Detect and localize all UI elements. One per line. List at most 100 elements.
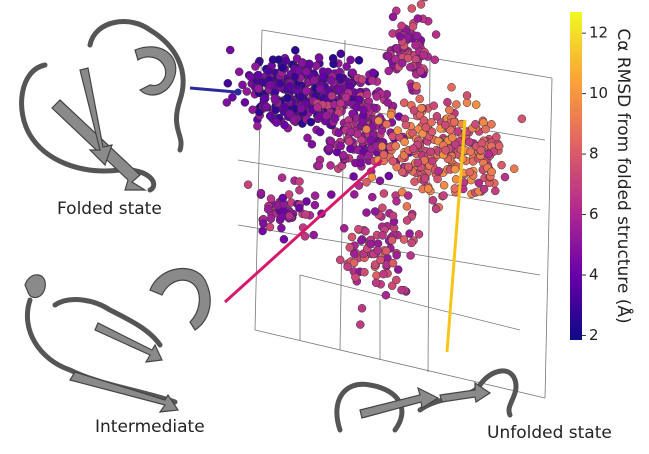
point [424, 185, 432, 193]
point [429, 196, 437, 204]
point [389, 212, 397, 220]
point [295, 204, 303, 212]
point [379, 270, 387, 278]
point [363, 90, 371, 98]
point [398, 59, 406, 67]
point [421, 175, 429, 183]
point [311, 201, 319, 209]
point [495, 142, 503, 150]
point [327, 77, 335, 85]
colorbar-tick-label: 8 [589, 145, 599, 163]
point [331, 114, 339, 122]
colorbar-tick-label: 6 [589, 205, 599, 223]
point [267, 195, 275, 203]
point [409, 145, 417, 153]
point [307, 118, 315, 126]
point [408, 239, 416, 247]
scatter-cloud [223, 0, 526, 329]
point [264, 205, 272, 213]
point [398, 286, 406, 294]
point [335, 86, 343, 94]
point [492, 133, 500, 141]
point [420, 116, 428, 124]
point [411, 41, 419, 49]
label-folded: Folded state [57, 199, 162, 219]
point [501, 173, 509, 181]
point [403, 217, 411, 225]
point [355, 96, 363, 104]
point [368, 193, 376, 201]
point [393, 197, 401, 205]
point [373, 272, 381, 280]
point [363, 178, 371, 186]
point [328, 92, 336, 100]
point [491, 187, 499, 195]
point [378, 142, 386, 150]
point [224, 79, 232, 87]
point [336, 256, 344, 264]
figure: Folded state Intermediate Unfolded state… [0, 0, 649, 454]
point [394, 127, 402, 135]
label-unfolded: Unfolded state [487, 423, 612, 443]
point [315, 162, 323, 170]
point [420, 51, 428, 59]
point [375, 117, 383, 125]
point [356, 321, 364, 329]
point [400, 99, 408, 107]
point [253, 122, 261, 130]
point [315, 54, 323, 62]
point [271, 95, 279, 103]
point [279, 194, 287, 202]
point [346, 145, 354, 153]
point [406, 63, 414, 71]
point [266, 81, 274, 89]
point [443, 98, 451, 106]
point [259, 227, 267, 235]
colorbar-tick-label: 2 [589, 326, 599, 344]
point [291, 46, 299, 54]
point [385, 172, 393, 180]
point [382, 247, 390, 255]
point [302, 68, 310, 76]
point [298, 59, 306, 67]
point [480, 185, 488, 193]
point [279, 64, 287, 72]
point [498, 161, 506, 169]
point [266, 112, 274, 120]
point [337, 99, 345, 107]
point [264, 67, 272, 75]
point [432, 31, 440, 39]
point [241, 98, 249, 106]
point [394, 266, 402, 274]
point [357, 159, 365, 167]
point [434, 175, 442, 183]
point [314, 104, 322, 112]
point [477, 146, 485, 154]
point [325, 144, 333, 152]
point [311, 192, 319, 200]
colorbar-tick-label: 4 [589, 266, 599, 284]
label-intermediate: Intermediate [95, 417, 205, 437]
point [367, 240, 375, 248]
point [389, 157, 397, 165]
protein-unfolded [337, 371, 516, 430]
point [228, 93, 236, 101]
point [448, 83, 456, 91]
point [406, 230, 414, 238]
point [280, 235, 288, 243]
point [273, 119, 281, 127]
point [358, 75, 366, 83]
point [286, 110, 294, 118]
point [416, 95, 424, 103]
point [277, 224, 285, 232]
point [310, 231, 318, 239]
colorbar-tick-label: 10 [589, 84, 608, 102]
point [452, 101, 460, 109]
point [414, 15, 422, 23]
point [259, 220, 267, 228]
point [413, 82, 421, 90]
point [355, 56, 363, 64]
point [319, 73, 327, 81]
point [373, 93, 381, 101]
point [308, 140, 316, 148]
